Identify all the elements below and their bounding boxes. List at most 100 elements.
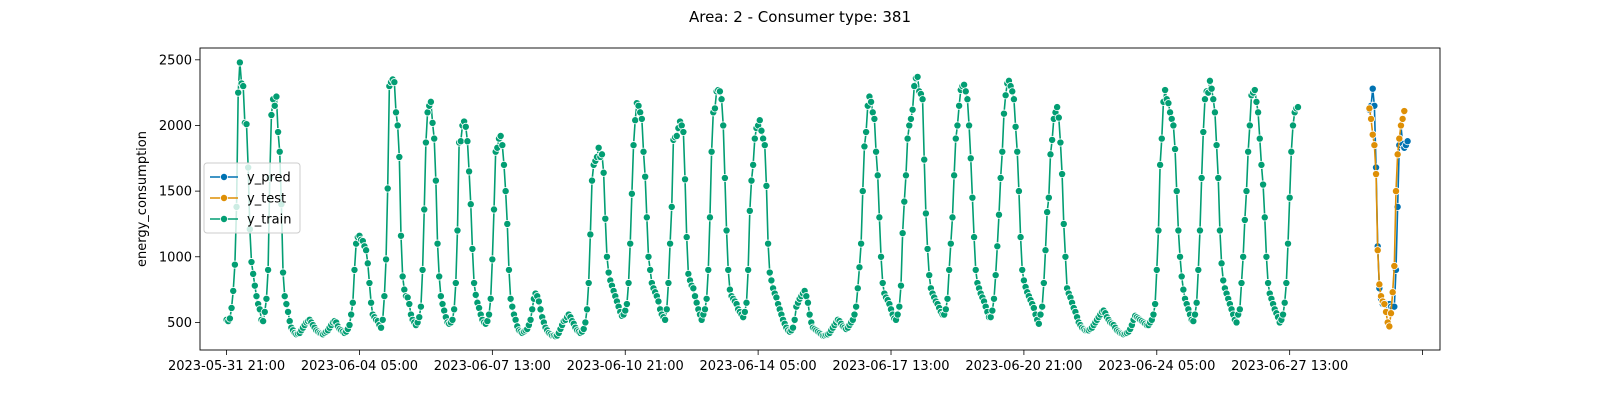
data-point-y_test bbox=[1370, 141, 1379, 150]
data-point-y_train bbox=[1039, 279, 1048, 288]
data-point-y_train bbox=[1250, 86, 1259, 95]
data-point-y_train bbox=[855, 263, 864, 272]
data-point-y_train bbox=[1219, 276, 1228, 285]
data-point-y_train bbox=[1254, 108, 1263, 117]
data-point-y_train bbox=[1293, 103, 1302, 112]
data-point-y_train bbox=[380, 292, 389, 301]
data-point-y_train bbox=[624, 279, 633, 288]
data-point-y_train bbox=[461, 122, 470, 131]
data-point-y_train bbox=[602, 252, 611, 261]
data-point-y_train bbox=[622, 300, 631, 309]
data-point-y_train bbox=[853, 284, 862, 293]
data-point-y_train bbox=[858, 187, 867, 196]
data-point-y_train bbox=[913, 72, 922, 81]
data-point-y_train bbox=[262, 294, 271, 303]
data-point-y_train bbox=[910, 82, 919, 91]
data-point-y_train bbox=[998, 147, 1007, 156]
data-point-y_train bbox=[599, 168, 608, 177]
data-point-y_train bbox=[639, 147, 648, 156]
data-point-y_train bbox=[499, 160, 508, 169]
data-point-y_test bbox=[1375, 280, 1384, 289]
data-point-y_train bbox=[1240, 216, 1249, 225]
data-point-y_train bbox=[350, 265, 359, 274]
data-point-y_train bbox=[1154, 226, 1163, 235]
x-tick-label: 2023-05-31 21:00 bbox=[168, 359, 285, 374]
data-point-y_pred bbox=[1368, 84, 1377, 93]
data-point-y_train bbox=[395, 152, 404, 161]
data-point-y_train bbox=[584, 279, 593, 288]
data-point-y_train bbox=[430, 134, 439, 143]
data-point-y_train bbox=[526, 315, 535, 324]
data-point-y_train bbox=[960, 80, 969, 89]
data-point-y_train bbox=[946, 239, 955, 248]
data-point-y_train bbox=[501, 187, 510, 196]
data-point-y_train bbox=[421, 138, 430, 147]
data-point-y_train bbox=[1195, 226, 1204, 235]
data-point-y_train bbox=[692, 298, 701, 307]
data-point-y_train bbox=[433, 239, 442, 248]
data-point-y_train bbox=[1232, 318, 1241, 327]
data-point-y_train bbox=[627, 189, 636, 198]
data-point-y_train bbox=[586, 230, 595, 239]
data-point-y_train bbox=[755, 116, 764, 125]
data-point-y_train bbox=[951, 134, 960, 143]
data-point-y_train bbox=[1287, 147, 1296, 156]
data-point-y_train bbox=[1029, 303, 1038, 312]
data-point-y_test bbox=[1372, 170, 1381, 179]
data-point-y_train bbox=[275, 147, 284, 156]
data-point-y_train bbox=[418, 265, 427, 274]
data-point-y_train bbox=[991, 271, 1000, 280]
data-point-y_train bbox=[878, 279, 887, 288]
data-point-y_train bbox=[747, 176, 756, 185]
data-point-y_train bbox=[362, 246, 371, 255]
data-point-y_train bbox=[583, 305, 592, 314]
data-point-y_train bbox=[1152, 265, 1161, 274]
data-point-y_train bbox=[644, 252, 653, 261]
data-point-y_train bbox=[398, 272, 407, 281]
data-point-y_train bbox=[456, 137, 465, 146]
data-point-y_train bbox=[594, 143, 603, 152]
data-point-y_train bbox=[705, 213, 714, 222]
data-point-y_train bbox=[1167, 114, 1176, 123]
data-point-y_train bbox=[654, 297, 663, 306]
data-point-y_train bbox=[230, 260, 239, 269]
legend-item-y_pred: y_pred bbox=[210, 171, 291, 186]
legend-marker bbox=[219, 172, 228, 181]
data-point-y_train bbox=[1197, 173, 1206, 182]
data-point-y_train bbox=[702, 294, 711, 303]
data-point-y_train bbox=[850, 310, 859, 319]
data-point-y_train bbox=[365, 279, 374, 288]
data-point-y_train bbox=[725, 285, 734, 294]
data-point-y_train bbox=[1054, 113, 1063, 122]
data-point-y_train bbox=[903, 134, 912, 143]
data-point-y_train bbox=[757, 126, 766, 135]
data-point-y_train bbox=[679, 128, 688, 137]
data-point-y_test bbox=[1373, 246, 1382, 255]
data-point-y_train bbox=[1244, 147, 1253, 156]
data-point-y_train bbox=[941, 305, 950, 314]
data-point-y_train bbox=[1172, 187, 1181, 196]
data-point-y_train bbox=[1011, 122, 1020, 131]
data-point-y_train bbox=[1053, 103, 1062, 112]
legend-label: y_train bbox=[247, 213, 291, 228]
data-point-y_train bbox=[466, 200, 475, 209]
data-point-y_train bbox=[393, 121, 402, 130]
data-point-y_train bbox=[862, 128, 871, 137]
data-point-y_train bbox=[966, 154, 975, 163]
data-point-y_train bbox=[1157, 134, 1166, 143]
data-point-y_train bbox=[715, 87, 724, 96]
data-point-y_test bbox=[1390, 261, 1399, 270]
data-point-y_train bbox=[1016, 233, 1025, 242]
x-tick-label: 2023-06-27 13:00 bbox=[1231, 359, 1348, 374]
data-point-y_train bbox=[950, 171, 959, 180]
data-point-y_train bbox=[1059, 219, 1068, 228]
data-point-y_train bbox=[1018, 265, 1027, 274]
data-point-y_train bbox=[448, 315, 457, 324]
legend-item-y_train: y_train bbox=[210, 213, 291, 228]
data-point-y_train bbox=[999, 109, 1008, 118]
data-point-y_train bbox=[750, 134, 759, 143]
data-point-y_train bbox=[1009, 95, 1018, 104]
data-point-y_train bbox=[684, 269, 693, 278]
data-point-y_train bbox=[601, 214, 610, 223]
data-point-y_test bbox=[1400, 107, 1409, 116]
